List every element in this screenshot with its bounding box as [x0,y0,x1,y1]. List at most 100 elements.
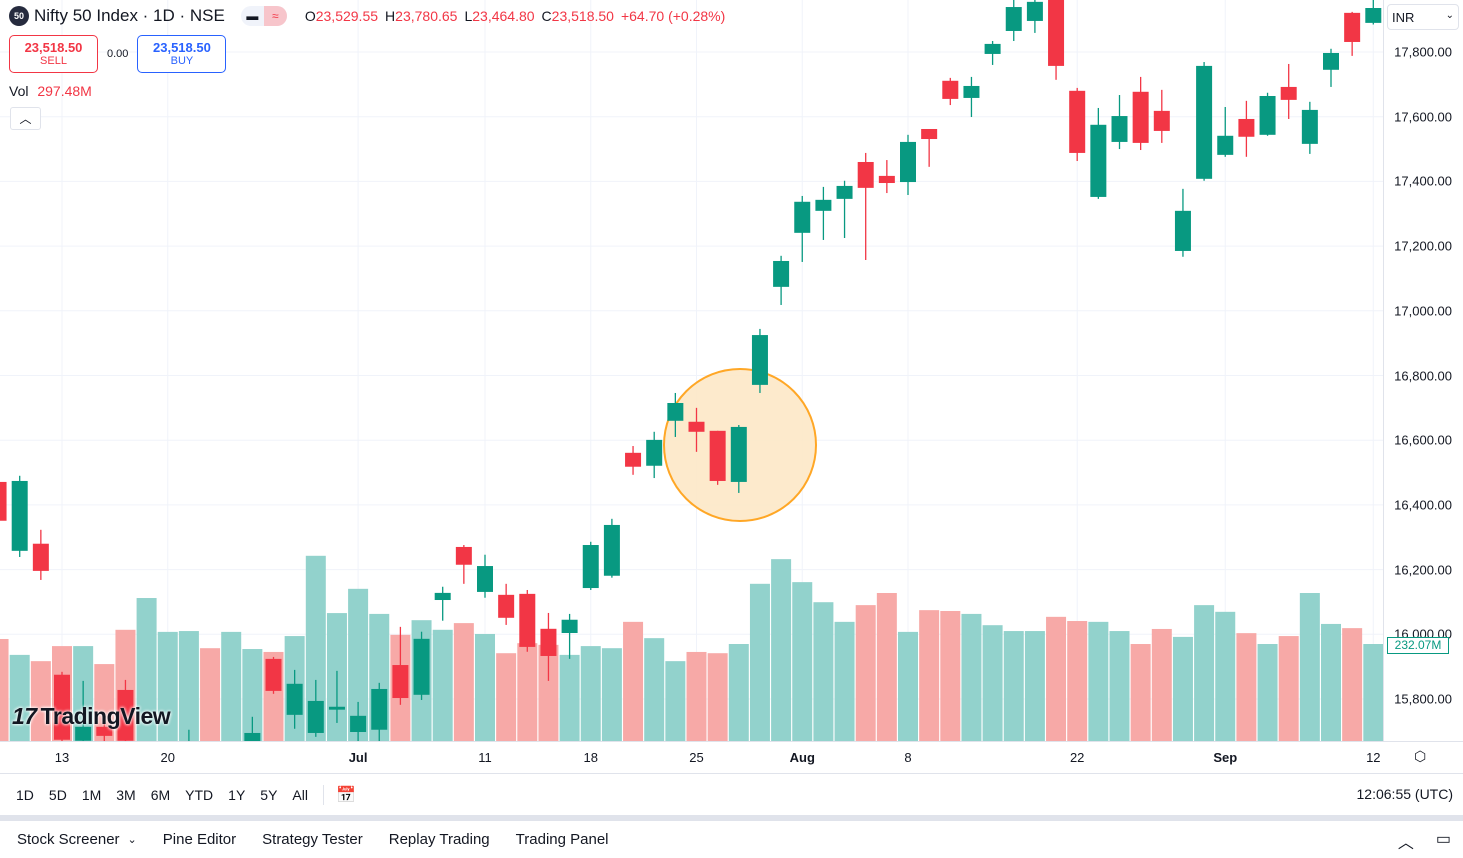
minus-icon[interactable]: ▬ [246,9,259,23]
bottom-toolbar: 1D 5D 1M 3M 6M YTD 1Y 5Y All 📅 12:06:55 (UTC) [0,773,1463,815]
candle-body [1280,86,1297,100]
collapse-legend-button[interactable]: ︿ [10,107,41,130]
price-axis-label: 17,600.00 [1394,109,1452,125]
price-axis-label: 17,200.00 [1394,238,1452,254]
candle-body [1048,0,1065,66]
tab-trading-panel[interactable]: Trading Panel [507,831,618,848]
volume-bar [601,648,622,741]
volume-bar [178,631,199,741]
price-axis[interactable]: 17,800.00 17,600.00 17,400.00 17,200.00 17,0… [1383,0,1463,741]
wave-icon[interactable]: ≈ [263,6,287,26]
candle-body [1005,7,1022,31]
candle-body [1365,8,1382,23]
candle-body [942,80,959,99]
range-button-1d[interactable]: 1D [16,786,34,803]
volume-bar [982,625,1003,741]
clock[interactable]: 12:06:55 (UTC) [1356,786,1453,802]
buy-button[interactable]: 23,518.50 BUY [137,35,227,73]
candle-body [1217,135,1234,155]
currency-select[interactable]: INR ⌄ [1387,4,1459,30]
volume-bar [686,651,707,741]
candle-body [773,260,790,287]
range-button-1m[interactable]: 1M [81,786,102,803]
volume-bar [517,643,538,741]
tab-replay-trading[interactable]: Replay Trading [380,831,499,848]
range-button-ytd[interactable]: YTD [185,786,214,803]
volume-bar [30,661,51,741]
tab-label: Trading Panel [515,831,609,848]
tab-pine-editor[interactable]: Pine Editor [154,831,245,848]
volume-value: 297.48M [37,83,92,99]
range-button-5y[interactable]: 5Y [260,786,278,803]
volume-bar [813,602,834,741]
volume-bar [348,588,369,741]
time-axis-label: 12 [1366,750,1381,765]
volume-bar [1046,616,1067,741]
chevron-down-icon[interactable]: ⌄ [127,834,137,846]
price-axis-label: 17,000.00 [1394,303,1452,319]
close-value: 23,518.50 [551,8,614,24]
volume-bar [1236,633,1257,741]
tab-stock-screener[interactable]: Stock Screener ⌄ [8,831,146,848]
symbol-title[interactable]: Nifty 50 Index · 1D · NSE [34,6,225,25]
candle-body [519,593,536,647]
volume-bar [792,582,813,741]
volume-bar [665,661,686,741]
volume-bar [538,644,559,741]
candle-body [1196,65,1213,179]
volume-bar [1109,631,1130,741]
candle-body [244,732,261,741]
legend-toggle-pill[interactable]: ▬ ≈ [240,6,287,26]
range-button-1y[interactable]: 1Y [228,786,246,803]
go-to-date-calendar-icon[interactable]: 📅 [322,784,356,805]
price-chart[interactable] [0,0,1383,741]
candle-body [54,674,70,740]
candle-body [963,85,980,98]
tradingview-logo-icon: 17 [12,703,37,729]
maximize-panel-icon[interactable]: ▭ [1435,831,1451,848]
volume-bar [644,638,665,741]
last-volume-badge: 232.07M [1387,637,1449,654]
time-axis-label: 8 [904,750,912,765]
volume-bar [432,629,453,741]
volume-bar [961,613,982,741]
range-button-5d[interactable]: 5D [48,786,67,803]
time-axis-label: Sep [1213,750,1238,765]
candle-body [603,524,620,576]
candle-body [75,726,92,741]
volume-bar [940,610,961,741]
volume-bar [136,598,157,741]
candle-body [625,452,642,467]
volume-bar [771,559,792,741]
candle-body [921,128,938,140]
sell-price: 23,518.50 [24,40,83,55]
candle-body [413,638,430,695]
panel-divider[interactable] [0,815,1463,821]
expand-panel-chevron-icon[interactable]: ︿ [1397,835,1414,852]
volume-bar [876,593,897,741]
price-axis-label: 17,800.00 [1394,44,1452,60]
chevron-down-icon: ⌄ [1445,10,1454,21]
tab-strategy-tester[interactable]: Strategy Tester [253,831,372,848]
tradingview-watermark[interactable]: 17 TradingView [12,703,171,730]
sell-button[interactable]: 23,518.50 SELL [9,35,98,73]
time-axis-label: 25 [689,750,704,765]
range-button-3m[interactable]: 3M [116,786,136,803]
volume-bar [1278,636,1299,741]
low-value: 23,464.80 [472,8,535,24]
axis-settings-icon[interactable]: ⬡ [1414,748,1427,764]
time-axis[interactable]: ⬡ 13 20 Jul 11 18 25 Aug 8 22 Sep 12 [0,741,1463,772]
time-axis-label: 20 [160,750,175,765]
buy-label: BUY [170,55,194,67]
range-button-all[interactable]: All [292,786,308,803]
symbol-legend: 50 Nifty 50 Index · 1D · NSE ▬ ≈ O23,529… [9,6,725,26]
price-axis-label: 16,400.00 [1394,497,1452,513]
candle-body [1238,118,1255,137]
volume-bar [1215,611,1236,741]
candle-body [286,683,303,715]
price-axis-label: 16,800.00 [1394,368,1452,383]
candle-body [561,619,578,634]
candle-body [0,481,7,521]
candle-body [751,335,768,385]
range-button-6m[interactable]: 6M [150,786,171,803]
